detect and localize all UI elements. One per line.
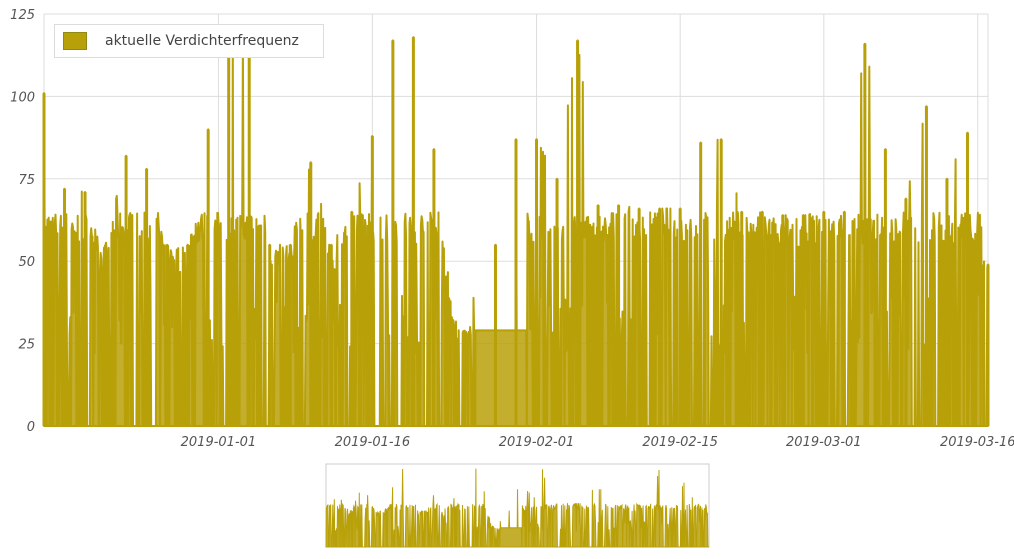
x-tick-label: 2019-03-16 <box>940 435 1014 450</box>
axes: 0 25 50 75 100 125 2019-01-01 2019-01-16 2019-02… <box>10 8 1014 450</box>
x-tick-label: 2019-02-15 <box>642 435 718 450</box>
y-tick-label: 50 <box>18 255 35 270</box>
x-tick-label: 2019-01-16 <box>335 435 411 450</box>
y-tick-label: 100 <box>10 90 35 105</box>
x-tick-label: 2019-03-01 <box>786 435 862 450</box>
navigator-series <box>325 468 709 548</box>
legend-swatch <box>63 32 87 50</box>
legend-label: aktuelle Verdichterfrequenz <box>105 33 299 49</box>
legend[interactable]: aktuelle Verdichterfrequenz <box>54 24 324 58</box>
x-tick-label: 2019-02-01 <box>499 435 575 450</box>
y-tick-label: 25 <box>18 338 35 353</box>
navigator[interactable] <box>325 463 710 548</box>
x-tick-label: 2019-01-01 <box>181 435 257 450</box>
y-tick-label: 75 <box>18 173 35 188</box>
y-tick-label: 0 <box>27 420 35 435</box>
y-tick-label: 125 <box>10 8 35 23</box>
series-area[interactable] <box>42 36 990 427</box>
